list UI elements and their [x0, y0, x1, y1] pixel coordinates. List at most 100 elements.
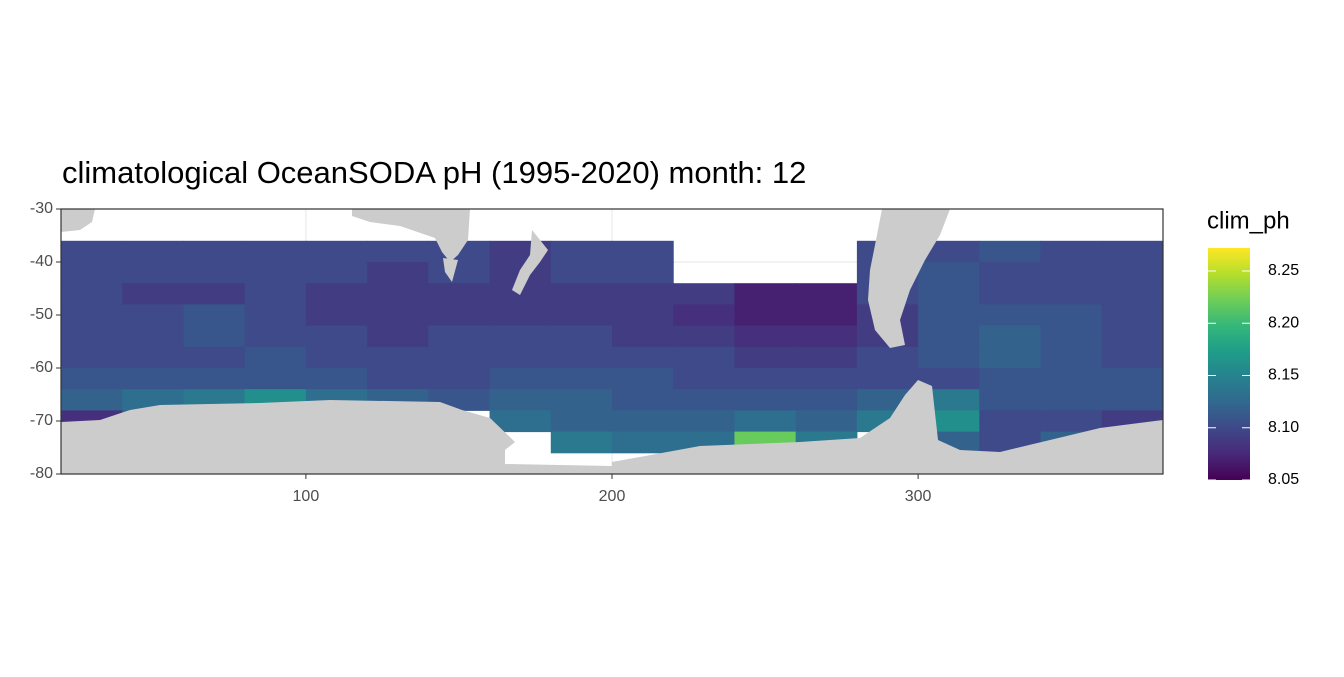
raster-cell: [428, 346, 491, 369]
y-tick-label: -70: [30, 412, 53, 429]
raster-cell: [367, 283, 429, 305]
raster-cell: [612, 283, 674, 305]
raster-cell: [612, 410, 674, 433]
land-ross-ice: [505, 464, 612, 474]
legend-title: clim_ph: [1207, 207, 1290, 234]
raster-cell: [979, 389, 1042, 411]
raster-cell: [918, 262, 980, 284]
raster-cell: [367, 262, 429, 284]
raster-cell: [183, 368, 246, 390]
land: [61, 209, 1163, 474]
y-tick-label: -30: [30, 200, 53, 217]
raster-cell: [428, 283, 491, 305]
colorbar-label: 8.25: [1268, 262, 1299, 279]
raster-cell: [489, 410, 552, 433]
raster-cell: [550, 240, 613, 263]
raster-cell: [979, 410, 1042, 433]
raster-cell: [856, 346, 919, 369]
raster-cell: [61, 346, 123, 369]
raster-cell: [550, 283, 613, 305]
raster-cell: [244, 368, 307, 390]
raster-cell: [61, 389, 123, 411]
raster-cell: [918, 368, 980, 390]
raster-cell: [305, 346, 368, 369]
raster-cell: [122, 325, 184, 348]
x-tick-label: 300: [905, 488, 932, 505]
colorbar-label: 8.05: [1268, 471, 1299, 488]
raster-cell: [1040, 304, 1103, 327]
raster-cell: [489, 325, 552, 348]
raster-cell: [305, 368, 368, 390]
raster-cell: [550, 410, 613, 433]
raster-cell: [673, 410, 735, 433]
raster-cell: [795, 325, 858, 348]
raster-cell: [489, 389, 552, 411]
raster-cell: [795, 389, 858, 411]
raster-cell: [244, 325, 307, 348]
raster-cell: [305, 325, 368, 348]
raster-cell: [734, 368, 797, 390]
raster-cell: [612, 431, 674, 454]
raster-cell: [1101, 283, 1163, 305]
raster-cell: [550, 304, 613, 327]
raster-cell: [61, 368, 123, 390]
raster-cell: [1040, 262, 1103, 284]
raster-cell: [1040, 389, 1103, 411]
raster-cell: [183, 346, 246, 369]
raster-cell: [244, 304, 307, 327]
x-tick-label: 200: [599, 488, 626, 505]
raster-cell: [979, 346, 1042, 369]
raster-cell: [550, 346, 613, 369]
raster-cell: [1101, 346, 1163, 369]
raster-cell: [795, 410, 858, 433]
raster-cell: [550, 325, 613, 348]
y-tick-label: -80: [30, 465, 53, 482]
raster-cell: [734, 325, 797, 348]
raster-cell: [305, 304, 368, 327]
raster-cell: [367, 325, 429, 348]
raster-cell: [122, 240, 184, 263]
colorbar-label: 8.20: [1268, 314, 1299, 331]
raster-cell: [918, 283, 980, 305]
land-antarctica-east: [61, 400, 515, 474]
raster-cell: [795, 283, 858, 305]
y-tick-label: -40: [30, 253, 53, 270]
x-tick-label: 100: [293, 488, 320, 505]
raster-cell: [122, 283, 184, 305]
raster-cell: [1101, 389, 1163, 411]
raster-cell: [305, 283, 368, 305]
raster-cell: [183, 262, 246, 284]
y-tick-label: -60: [30, 359, 53, 376]
raster-cell: [550, 389, 613, 411]
raster-cell: [244, 262, 307, 284]
raster-cell: [979, 283, 1042, 305]
raster-cell: [612, 346, 674, 369]
raster-cell: [979, 240, 1042, 263]
raster-cell: [122, 304, 184, 327]
raster-cell: [612, 262, 674, 284]
raster-cell: [795, 304, 858, 327]
raster-cell: [428, 304, 491, 327]
raster-cell: [734, 410, 797, 433]
raster-cell: [673, 304, 735, 327]
raster-cell: [612, 368, 674, 390]
raster-cell: [489, 304, 552, 327]
raster-cell: [612, 304, 674, 327]
raster-cell: [367, 368, 429, 390]
raster-cell: [305, 240, 368, 263]
raster-cell: [1101, 325, 1163, 348]
raster-cell: [979, 304, 1042, 327]
raster-cell: [734, 389, 797, 411]
raster-cell: [673, 346, 735, 369]
chart-title: climatological OceanSODA pH (1995-2020) …: [62, 155, 806, 190]
raster-cell: [367, 304, 429, 327]
raster-cell: [489, 368, 552, 390]
raster-cell: [244, 346, 307, 369]
raster-cell: [612, 389, 674, 411]
raster-cell: [61, 262, 123, 284]
land-new-zealand: [512, 230, 548, 295]
raster-cell: [183, 283, 246, 305]
raster-cell: [1040, 240, 1103, 263]
raster-cell: [550, 431, 613, 454]
raster-cell: [612, 240, 674, 263]
